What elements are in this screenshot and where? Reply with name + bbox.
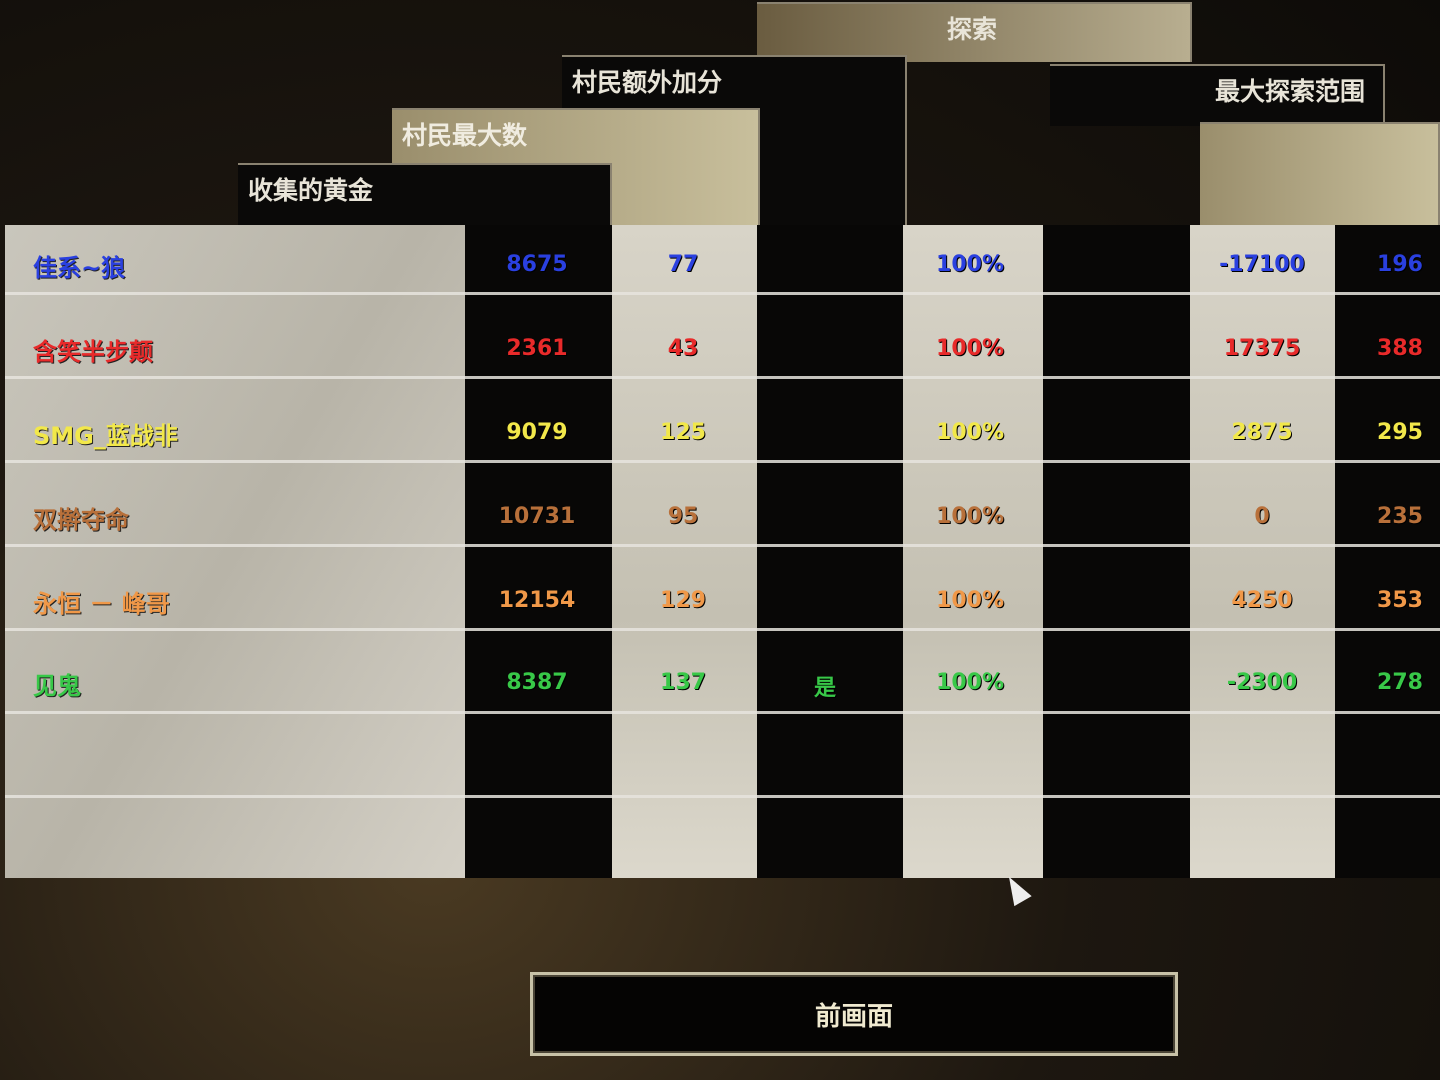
column-max-villagers [612,225,757,878]
column-villager-bonus [757,225,903,878]
stat-cell: 77 [667,252,699,277]
stat-cell: 10731 [498,504,576,529]
stat-cell: 100% [936,420,1004,445]
stat-cell: -2300 [1226,670,1298,695]
stat-cell: 95 [667,504,699,529]
column-partial [1335,225,1440,878]
stat-cell: 125 [660,420,706,445]
stat-cell: 235 [1377,504,1423,529]
stat-cell: 137 [660,670,706,695]
stat-cell: 9079 [506,420,568,445]
row-divider [5,628,1440,631]
stat-cell: 12154 [498,588,576,613]
row-divider [5,711,1440,714]
stat-cell: 8675 [506,252,568,277]
stat-cell: 43 [667,336,699,361]
stat-cell: 388 [1377,336,1423,361]
stat-cell: 100% [936,336,1004,361]
stat-cell: 17375 [1223,336,1301,361]
column-explore [903,225,1043,878]
stat-cell: 100% [936,670,1004,695]
stat-cell: 4250 [1231,588,1293,613]
stat-cell: 2875 [1231,420,1293,445]
player-name: 双擀夺命 [33,506,129,534]
stat-cell: 295 [1377,420,1423,445]
row-divider [5,795,1440,798]
column-gold [465,225,612,878]
player-name-column [5,225,465,878]
stat-cell: 278 [1377,670,1423,695]
player-name: SMG_蓝战非 [33,422,178,450]
header-max-explore-range: 最大探索范围 [1050,64,1385,126]
header-partial [1200,122,1440,227]
row-divider [5,460,1440,463]
player-name: 永恒 － 峰哥 [33,590,170,618]
header-gold-collected: 收集的黄金 [238,163,612,227]
stat-cell: 100% [936,252,1004,277]
stat-cell: 129 [660,588,706,613]
stat-cell: 196 [1377,252,1423,277]
stat-cell: 100% [936,504,1004,529]
stat-cell: 100% [936,588,1004,613]
stat-cell: 0 [1254,504,1270,529]
column-max-explore-range [1190,225,1335,878]
player-name: 含笑半步颠 [33,338,153,366]
column-blank [1043,225,1190,878]
header-explore: 探索 [757,2,1192,62]
row-divider [5,376,1440,379]
stat-cell: 2361 [506,336,568,361]
row-divider [5,292,1440,295]
stat-cell: 是 [813,676,836,701]
player-name: 佳系~狼 [33,254,126,282]
stat-cell: 8387 [506,670,568,695]
stat-cell: -17100 [1219,252,1305,277]
row-divider [5,544,1440,547]
stat-cell: 353 [1377,588,1423,613]
back-button[interactable]: 前画面 [530,972,1178,1056]
player-name: 见鬼 [33,672,81,700]
